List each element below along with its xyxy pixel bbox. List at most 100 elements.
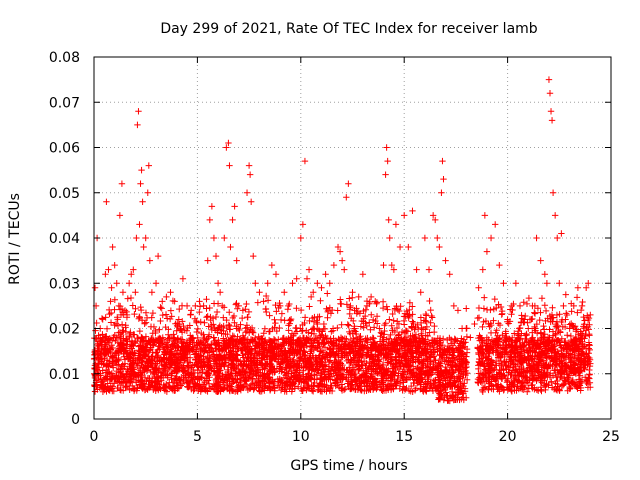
y-tick-label: 0 — [71, 412, 80, 428]
data-point — [562, 316, 569, 323]
data-point — [442, 257, 449, 264]
data-point — [210, 234, 218, 242]
data-point — [159, 298, 166, 305]
data-point — [229, 216, 236, 224]
data-point — [113, 280, 120, 287]
data-point — [421, 234, 429, 242]
data-point — [545, 76, 553, 83]
data-point — [135, 108, 142, 115]
data-point — [276, 302, 284, 310]
data-point — [137, 180, 144, 187]
data-point — [102, 271, 109, 278]
data-point — [107, 298, 114, 305]
data-point — [167, 289, 174, 296]
data-point — [341, 266, 348, 273]
data-point — [520, 316, 528, 323]
data-point — [382, 171, 389, 178]
data-point — [440, 175, 447, 183]
data-point — [432, 216, 439, 224]
data-point — [529, 302, 536, 310]
data-point — [345, 180, 352, 187]
data-point — [109, 243, 116, 251]
data-point — [383, 144, 390, 151]
y-tick-label: 0.03 — [49, 276, 80, 292]
data-point — [140, 243, 147, 251]
data-point — [425, 266, 433, 273]
data-point — [446, 271, 453, 278]
data-point — [558, 230, 565, 237]
data-point — [326, 280, 333, 287]
data-point — [105, 266, 112, 273]
data-point — [225, 139, 232, 147]
data-point — [541, 271, 549, 278]
data-point — [554, 234, 561, 242]
data-point — [434, 234, 441, 242]
data-point — [243, 189, 251, 196]
data-point — [216, 289, 224, 296]
data-point — [268, 261, 276, 269]
data-point — [212, 252, 220, 260]
data-point — [121, 307, 129, 314]
data-point — [574, 284, 582, 291]
y-tick-label: 0.02 — [49, 322, 80, 338]
data-point — [138, 166, 145, 174]
data-point — [556, 280, 563, 287]
data-point — [108, 284, 115, 291]
x-tick-label: 10 — [292, 429, 310, 445]
data-point — [487, 234, 495, 242]
data-point — [145, 162, 153, 169]
data-point — [578, 302, 586, 310]
data-point — [196, 298, 203, 305]
data-point — [136, 221, 143, 228]
data-point — [144, 189, 151, 196]
data-point — [336, 248, 344, 255]
data-point — [396, 243, 404, 251]
data-point — [154, 252, 162, 260]
data-point — [343, 194, 350, 201]
data-point — [256, 289, 263, 296]
data-point — [516, 302, 524, 310]
y-tick-label: 0.08 — [49, 50, 80, 66]
data-point — [386, 234, 393, 242]
data-point — [128, 271, 135, 278]
data-point — [303, 275, 311, 282]
data-point — [438, 189, 445, 196]
y-axis-label: ROTI / TECUs — [7, 193, 23, 285]
data-point — [133, 234, 140, 242]
data-point — [116, 212, 124, 219]
y-tick-label: 0.01 — [49, 367, 80, 383]
data-point — [142, 234, 149, 242]
data-point — [204, 257, 211, 264]
data-point — [463, 325, 470, 332]
data-point — [281, 289, 288, 296]
data-point — [219, 302, 226, 310]
data-point — [390, 266, 398, 273]
data-point — [163, 293, 170, 301]
data-point — [537, 257, 544, 264]
y-tick-labels: 0 0.01 0.02 0.03 0.04 0.05 0.06 0.07 0.08 — [49, 50, 80, 428]
x-tick-label: 20 — [499, 429, 517, 445]
data-point — [227, 243, 234, 251]
data-point — [363, 302, 371, 310]
data-point — [293, 275, 300, 282]
data-point — [543, 280, 551, 287]
data-point — [376, 325, 383, 332]
data-point — [208, 203, 216, 210]
data-point — [239, 307, 247, 314]
axis-ticks — [93, 56, 612, 420]
data-point — [367, 293, 375, 301]
data-point — [103, 198, 110, 205]
data-point — [546, 90, 554, 97]
x-tick-label: 5 — [193, 429, 202, 445]
x-tick-labels: 0 5 10 15 20 25 — [90, 429, 620, 445]
data-point — [214, 280, 222, 287]
data-point — [439, 157, 446, 165]
data-point — [479, 266, 486, 273]
data-point — [409, 207, 416, 215]
data-point — [125, 280, 133, 287]
data-point — [119, 289, 127, 296]
data-point — [91, 284, 99, 291]
data-point — [235, 302, 242, 310]
data-point — [560, 302, 567, 310]
data-point — [252, 280, 259, 287]
